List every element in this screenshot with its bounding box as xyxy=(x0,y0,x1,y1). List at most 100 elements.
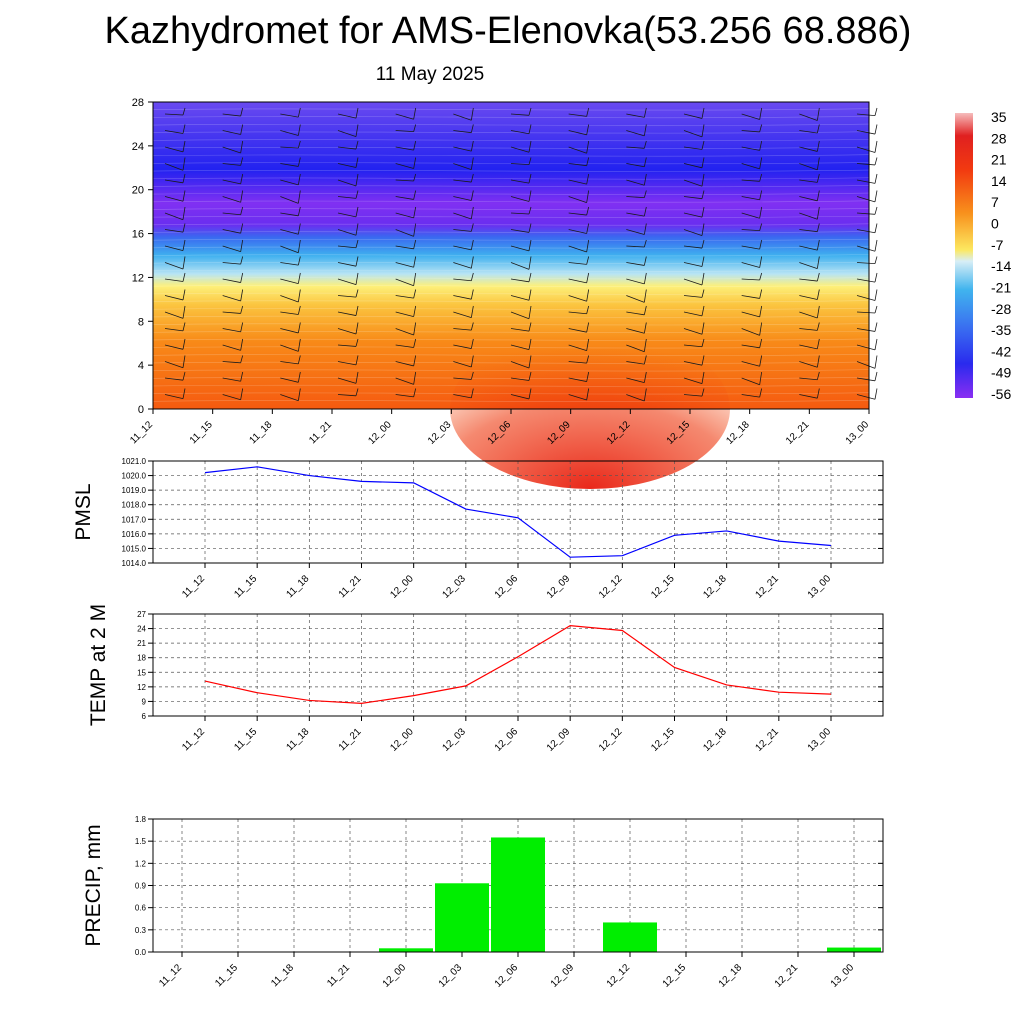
wind-barb-flag xyxy=(355,305,359,316)
wind-barb xyxy=(626,394,645,402)
wind-barb xyxy=(222,113,241,117)
wind-barb xyxy=(280,344,299,352)
wind-barb-flag xyxy=(355,388,359,396)
wind-barb xyxy=(568,262,587,265)
wind-barb xyxy=(337,377,357,384)
x-tick-label: 12_03 xyxy=(441,726,469,754)
wind-barb-flag xyxy=(528,223,532,233)
wind-barb xyxy=(626,278,645,285)
wind-barb xyxy=(799,262,818,269)
wind-barb-flag xyxy=(297,124,301,136)
wind-barb xyxy=(280,262,299,266)
wind-barb-flag xyxy=(182,355,186,368)
wind-barb-flag xyxy=(701,256,705,267)
wind-barb-flag xyxy=(470,223,474,232)
wind-barb xyxy=(395,130,414,133)
wind-barb-flag xyxy=(759,107,763,120)
wind-barb xyxy=(164,394,184,400)
y-tick-label: 0.0 xyxy=(135,948,147,957)
colorbar-label: 28 xyxy=(991,130,1007,146)
wind-barb xyxy=(337,130,357,137)
wind-barb xyxy=(395,311,414,317)
wind-barb-flag xyxy=(701,289,705,298)
y-axis-label: PRECIP, mm xyxy=(82,824,105,946)
wind-barb-flag xyxy=(586,239,590,253)
wind-barb xyxy=(280,146,299,149)
wind-barb-flag xyxy=(240,322,244,332)
wind-barb-flag xyxy=(759,140,763,151)
wind-barb xyxy=(164,344,184,350)
wind-barb xyxy=(453,196,472,201)
wind-barb xyxy=(683,262,703,267)
wind-barb xyxy=(799,328,818,331)
wind-barb-flag xyxy=(355,157,359,168)
x-tick-label: 11_21 xyxy=(337,726,364,753)
colorbar-label: -21 xyxy=(991,279,1011,295)
contour-line xyxy=(152,384,870,387)
wind-barb-flag xyxy=(874,239,878,252)
wind-barb-flag xyxy=(470,256,474,269)
wind-barb-flag xyxy=(643,305,647,315)
wind-barb-flag xyxy=(297,305,301,315)
wind-barb xyxy=(568,394,587,401)
precip-bar xyxy=(435,883,489,952)
y-tick-label: 12 xyxy=(137,683,146,692)
wind-barb xyxy=(280,377,299,383)
y-tick-label: 9 xyxy=(142,697,147,706)
wind-barb-flag xyxy=(182,107,186,116)
wind-barb xyxy=(799,163,818,171)
x-tick-label: 12_18 xyxy=(701,573,729,601)
contour-line xyxy=(152,116,870,119)
wind-barb-flag xyxy=(874,190,878,202)
y-tick-label: 1021.0 xyxy=(122,457,147,466)
wind-barb-flag xyxy=(182,256,186,270)
wind-barb xyxy=(280,179,299,186)
wind-barb xyxy=(568,146,587,154)
wind-barb xyxy=(626,311,645,316)
wind-barb-flag xyxy=(470,124,474,133)
wind-barb xyxy=(280,229,299,235)
wind-barb-flag xyxy=(586,107,590,117)
wind-barb xyxy=(799,278,818,282)
y-tick-label: 27 xyxy=(137,610,146,619)
wind-barb xyxy=(280,212,299,217)
wind-barb-flag xyxy=(528,157,532,165)
wind-barb xyxy=(280,361,299,365)
wind-barb xyxy=(164,146,184,153)
wind-barb xyxy=(164,113,184,116)
wind-barb xyxy=(222,179,241,185)
wind-barb xyxy=(856,212,876,215)
wind-barb xyxy=(799,146,818,152)
x-tick-label: 11_21 xyxy=(337,573,364,600)
wind-barb-flag xyxy=(182,239,186,251)
wind-barb xyxy=(741,328,760,336)
wind-barb-flag xyxy=(874,305,878,314)
y-tick-label: 0.6 xyxy=(135,904,147,913)
pmsl-chart: 1021.0 1020.0 1019.0 1018.0 1017.0 1016.0 1015… xyxy=(72,457,884,601)
wind-barb-flag xyxy=(643,239,647,248)
wind-barb-flag xyxy=(355,338,359,347)
wind-barb-flag xyxy=(240,272,244,283)
panel-frame xyxy=(152,460,884,564)
wind-barb xyxy=(510,311,530,320)
wind-barb-flag xyxy=(816,173,820,183)
wind-barb xyxy=(280,245,299,254)
wind-barb-flag xyxy=(240,124,244,135)
wind-barb-flag xyxy=(182,157,186,171)
colorbar-label: -7 xyxy=(991,237,1004,253)
wind-barb xyxy=(568,113,587,117)
wind-barb xyxy=(222,377,241,382)
x-tick-label: 12_21 xyxy=(754,573,782,601)
wind-barb xyxy=(337,295,357,298)
wind-barb-flag xyxy=(528,388,532,400)
wind-barb xyxy=(222,229,241,234)
wind-barb-flag xyxy=(413,371,417,385)
wind-barb-flag xyxy=(528,272,532,282)
wind-barb xyxy=(280,163,299,167)
colorbar-label: -49 xyxy=(991,365,1011,381)
wind-barb xyxy=(683,361,703,366)
wind-barb xyxy=(395,245,414,250)
wind-barb-flag xyxy=(182,190,186,202)
wind-barb-flag xyxy=(586,322,590,333)
wind-barb xyxy=(741,130,760,133)
